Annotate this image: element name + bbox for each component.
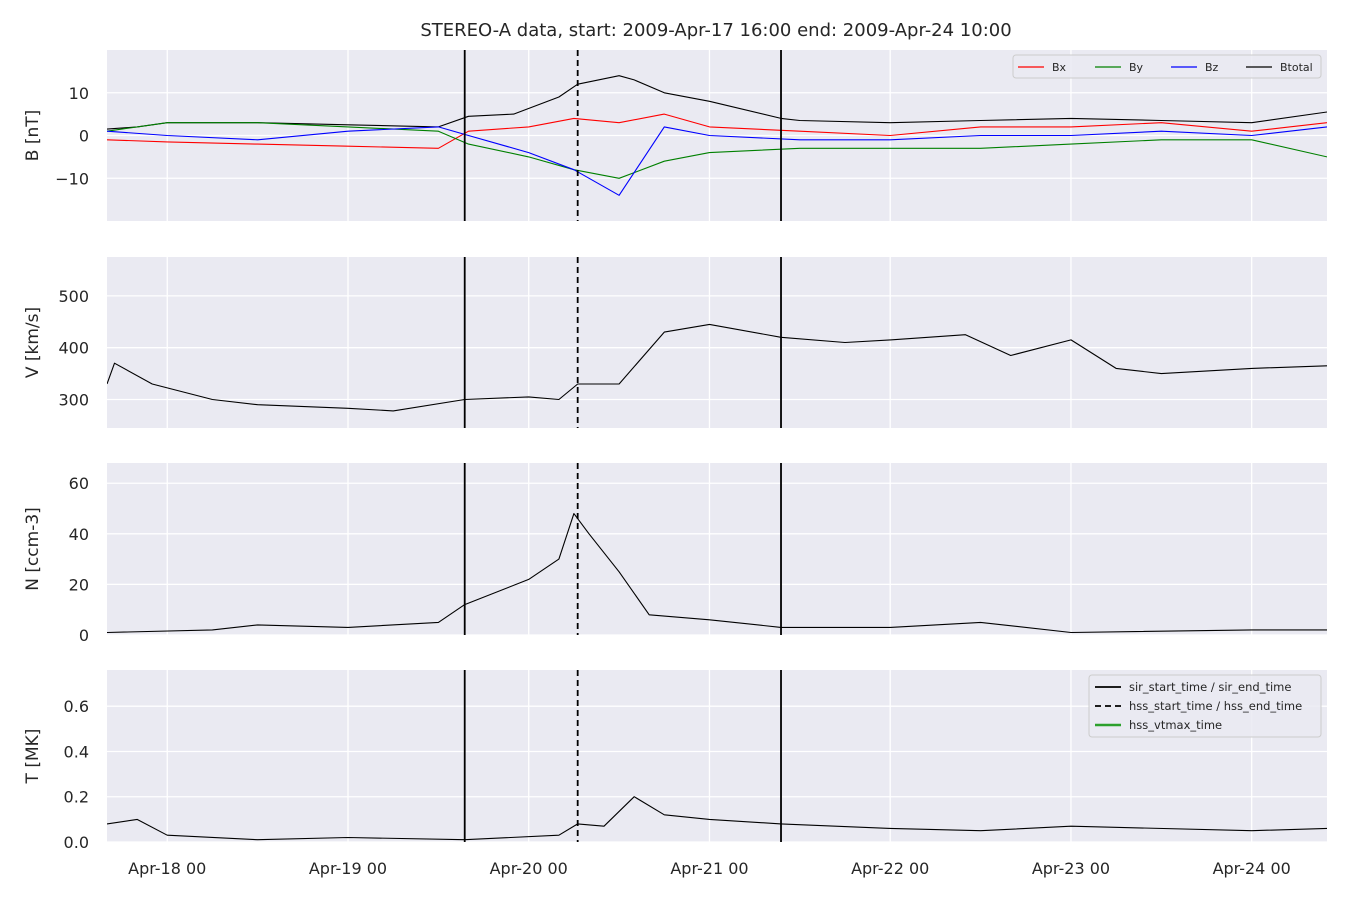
x-tick-label: Apr-20 00 [490,859,568,878]
x-tick-label: Apr-24 00 [1213,859,1291,878]
panel-B: −10 0 10 B [nT] Bx By Bz Btotal [23,50,1327,221]
x-tick-label: Apr-23 00 [1032,859,1110,878]
series-line-btotal [107,75,1327,130]
x-tick-label: Apr-18 00 [128,859,206,878]
legend-label: Btotal [1280,61,1313,74]
series-group [107,796,1327,841]
series-line-t [107,796,1327,841]
y-tick-label: 20 [69,575,89,594]
legend-label: Bz [1205,61,1219,74]
legend-label: Bx [1052,61,1067,74]
series-line-bz [107,126,1327,196]
y-tick-label: 0.0 [64,833,89,852]
panel-V: 300 400 500 V [km/s] [23,257,1327,428]
y-axis-label: N [ccm-3] [23,507,43,591]
y-tick-label: 0 [79,127,89,146]
y-tick-label: 300 [58,391,89,410]
x-tick-label: Apr-21 00 [670,859,748,878]
y-axis-label: T [MK] [23,729,43,785]
legend-box [1088,674,1322,738]
y-axis-label: B [nT] [23,110,43,162]
y-tick-label: 0 [79,626,89,645]
x-tick-label: Apr-19 00 [309,859,387,878]
y-tick-label: 40 [69,525,89,544]
series-line-v [107,323,1327,412]
y-tick-label: 0.4 [64,742,89,761]
series-line-n [107,513,1327,634]
y-tick-label: 400 [58,339,89,358]
panel-background [107,463,1327,635]
series-group [107,75,1327,196]
x-tick-label: Apr-22 00 [851,859,929,878]
panel-N: 0 20 40 60 N [ccm-3] [23,463,1327,645]
panel-background [107,257,1327,428]
series-line-by [107,122,1327,179]
legend-label: By [1129,61,1144,74]
series-line-bx [107,113,1327,149]
legend-label: hss_vtmax_time [1129,718,1222,732]
b-legend: Bx By Bz Btotal [1012,54,1322,79]
figure-title: STEREO-A data, start: 2009-Apr-17 16:00 … [420,20,1011,41]
panel-T: 0.0 0.2 0.4 0.6 T [MK] sir_start_time / sir_e… [23,670,1327,852]
y-tick-label: 500 [58,287,89,306]
y-tick-label: 0.6 [64,697,89,716]
y-tick-label: 60 [69,474,89,493]
legend-box [1012,54,1322,79]
y-axis-label: V [km/s] [23,307,43,378]
y-tick-label: 0.2 [64,788,89,807]
legend-label: hss_start_time / hss_end_time [1129,699,1302,713]
y-tick-label: −10 [55,169,89,188]
series-group [107,323,1327,412]
y-tick-label: 10 [69,84,89,103]
series-group [107,513,1327,634]
event-legend: sir_start_time / sir_end_time hss_start_t… [1088,674,1322,738]
legend-label: sir_start_time / sir_end_time [1129,680,1291,694]
